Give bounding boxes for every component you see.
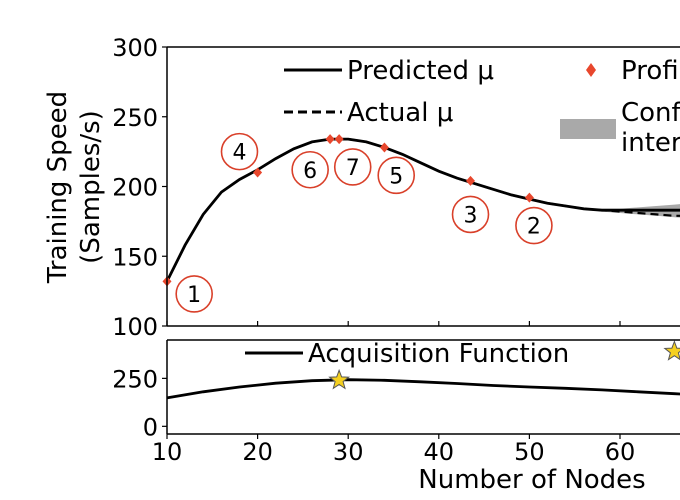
annotation-label: 4 (232, 141, 246, 166)
annotation-layer: 1 4 6 7 5 3 2 (175, 132, 553, 313)
bottom-x-ticks: 10 20 30 40 50 60 (152, 434, 636, 466)
y-tick-label: 250 (112, 365, 158, 393)
legend-profiled-label: Profi (621, 56, 679, 86)
legend-confidence-label-line1: Conf (621, 98, 680, 128)
annotation-label: 5 (389, 164, 403, 189)
profiled-point (325, 134, 335, 145)
profiled-point (524, 192, 534, 203)
y-tick-label: 250 (112, 104, 158, 132)
bottom-panel: 0 250 10 20 30 40 50 60 Number of Nodes Acquis… (112, 339, 680, 495)
top-panel: 1 4 6 7 5 3 2 100 150 200 250 300 Training Speed (… (43, 34, 680, 341)
bottom-legend: Acquisition Function (245, 339, 569, 369)
annotation-label: 3 (464, 203, 478, 228)
legend-actual-label: Actual μ (347, 98, 453, 128)
x-tick-label: 50 (514, 438, 545, 466)
annotation-circle (333, 148, 372, 186)
legend-profiled-swatch (586, 63, 596, 77)
legend-confidence-swatch (560, 119, 616, 139)
legend-confidence-label-line2: inter (621, 128, 680, 158)
profiled-points-layer (162, 134, 534, 287)
top-y-axis-label-line1: Training Speed (43, 91, 73, 284)
y-tick-label: 0 (143, 413, 158, 441)
bottom-stars-layer (328, 340, 680, 390)
y-tick-label: 200 (112, 174, 158, 202)
profiled-point (253, 167, 263, 178)
x-tick-label: 60 (605, 438, 636, 466)
top-y-axis-label-line2: (Samples/s) (76, 110, 106, 264)
profiled-point (334, 134, 344, 145)
acquisition-star (328, 368, 351, 390)
annotation-label: 2 (527, 215, 541, 240)
annotation-label: 7 (346, 156, 360, 181)
annotation-circle (291, 150, 329, 189)
y-tick-label: 300 (112, 34, 158, 62)
annotation-circle (377, 156, 416, 195)
x-tick-label: 40 (424, 438, 455, 466)
top-x-tickmarks (166, 321, 621, 326)
annotation-circle (220, 132, 259, 171)
annotation-circle (451, 195, 490, 234)
x-tick-label: 10 (152, 438, 183, 466)
profiled-point (466, 175, 476, 186)
annotation-label: 6 (303, 159, 317, 184)
y-tick-label: 150 (112, 243, 158, 271)
annotation-circle (515, 206, 553, 245)
x-tick-label: 30 (333, 438, 364, 466)
annotation-label: 1 (187, 283, 201, 308)
top-y-ticks: 100 150 200 250 300 (112, 34, 167, 341)
bottom-y-ticks: 0 250 (112, 365, 167, 441)
x-tick-label: 20 (242, 438, 273, 466)
y-tick-label: 100 (112, 313, 158, 341)
legend-acquisition-label: Acquisition Function (308, 339, 569, 369)
acquisition-function-line (166, 378, 680, 400)
top-legend: Predicted μ Actual μ Profi Conf inter (284, 56, 680, 158)
annotation-circle (175, 275, 213, 313)
bottom-series-layer (166, 378, 680, 400)
acquisition-star (663, 340, 680, 361)
legend-predicted-label: Predicted μ (347, 56, 494, 86)
x-axis-label: Number of Nodes (418, 465, 645, 495)
profiled-point (379, 142, 389, 153)
